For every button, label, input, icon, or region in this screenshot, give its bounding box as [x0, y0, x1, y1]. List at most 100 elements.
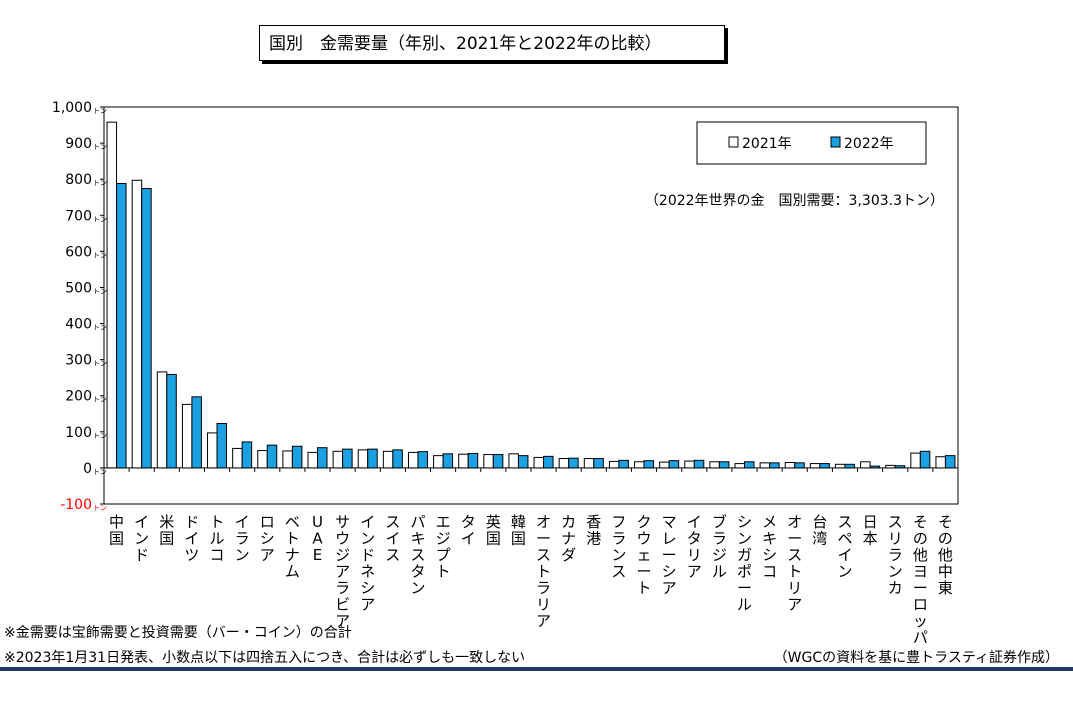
bar-2021 — [207, 432, 218, 469]
category-label: スペイン — [837, 513, 852, 581]
bar-2021 — [910, 452, 921, 469]
y-tick-unit: トン — [93, 396, 107, 404]
y-tick-label: 300 — [65, 353, 92, 369]
bar-2022 — [894, 465, 906, 469]
y-tick-unit: トン — [93, 107, 107, 115]
y-tick-unit: トン — [93, 432, 107, 440]
category-label: クウェート — [637, 513, 652, 597]
bar-2021 — [106, 121, 118, 469]
category-label: その他ヨーロッパ — [913, 513, 928, 647]
category-label: ベトナム — [285, 513, 300, 581]
bar-2022 — [568, 457, 579, 469]
bar-2021 — [709, 461, 720, 469]
bar-2022 — [392, 449, 403, 469]
bar-2022 — [668, 460, 680, 469]
plot-area — [103, 106, 959, 505]
bar-2021 — [407, 451, 419, 469]
bar-2021 — [935, 456, 946, 469]
category-label: マレーシア — [662, 513, 677, 597]
bar-2022 — [919, 450, 931, 469]
legend-swatch-2022 — [830, 136, 841, 148]
bar-2022 — [869, 465, 881, 469]
bar-2022 — [216, 423, 228, 469]
category-label: 米国 — [159, 513, 174, 548]
y-tick-unit: トン — [93, 179, 107, 187]
bar-2021 — [583, 458, 595, 469]
category-label: 英国 — [486, 513, 501, 548]
y-tick-label: 500 — [65, 280, 92, 296]
y-tick-unit: トン — [93, 360, 107, 368]
bar-2022 — [744, 461, 755, 469]
category-label: インドネシア — [360, 513, 375, 614]
bar-2021 — [232, 447, 243, 469]
y-tick-unit: トン — [93, 504, 107, 512]
bar-2022 — [141, 188, 152, 469]
footnote-demand-definition: ※金需要は宝飾需要と投資需要（バー・コイン）の合計 — [4, 625, 352, 641]
bar-2021 — [558, 458, 570, 469]
category-label: 香港 — [586, 513, 601, 548]
y-tick-label: 0 — [83, 461, 92, 477]
category-label: メキシコ — [762, 513, 777, 581]
y-tick-unit: トン — [93, 287, 107, 295]
bar-2021 — [282, 450, 293, 469]
bar-2022 — [367, 448, 378, 469]
bar-2022 — [844, 463, 855, 469]
category-label: オーストリア — [787, 513, 802, 614]
bar-2022 — [442, 453, 454, 469]
y-tick-label: 700 — [65, 208, 92, 224]
chart-title: 国別 金需要量（年別、2021年と2022年の比較） — [259, 25, 725, 61]
y-tick-label: -100 — [60, 497, 92, 513]
bar-2022 — [543, 455, 554, 469]
y-tick-unit: トン — [93, 215, 107, 223]
bar-2021 — [508, 453, 519, 469]
bar-2021 — [156, 371, 168, 469]
category-label: 韓国 — [511, 513, 526, 548]
bar-2022 — [116, 183, 127, 469]
bar-2022 — [618, 459, 629, 469]
category-label: 台湾 — [812, 513, 827, 548]
bar-2021 — [659, 461, 670, 469]
y-tick-unit: トン — [93, 143, 107, 151]
source-note: （WGCの資料を基に豊トラスティ証券作成） — [773, 650, 1059, 666]
y-tick-label: 1,000 — [52, 100, 92, 116]
plot-frame — [103, 106, 959, 505]
category-label: イラン — [235, 513, 250, 564]
bar-2021 — [608, 460, 620, 469]
y-tick-label: 400 — [65, 317, 92, 333]
bar-2021 — [257, 450, 268, 469]
category-label: トルコ — [210, 513, 225, 564]
y-tick-label: 900 — [65, 136, 92, 152]
bar-2021 — [885, 464, 896, 469]
bar-2021 — [458, 453, 469, 469]
category-label: インド — [134, 513, 149, 564]
y-tick-unit: トン — [93, 251, 107, 259]
category-label: シンガポール — [737, 513, 752, 614]
y-tick-label: 200 — [65, 389, 92, 405]
bar-2022 — [342, 448, 353, 469]
legend-swatch-2021 — [728, 136, 739, 148]
category-label: パキスタン — [410, 513, 425, 597]
bar-2022 — [266, 444, 278, 469]
bar-2022 — [191, 396, 202, 469]
bar-2022 — [819, 463, 830, 469]
bar-2021 — [809, 463, 821, 469]
category-label: 中国 — [109, 513, 124, 548]
bar-2021 — [181, 403, 193, 469]
bar-2021 — [483, 454, 494, 469]
bar-2021 — [784, 461, 796, 469]
bar-2022 — [643, 460, 655, 469]
y-tick-unit: トン — [93, 468, 107, 476]
category-label: フランス — [611, 513, 626, 581]
y-tick-label: 800 — [65, 172, 92, 188]
bar-2021 — [634, 461, 645, 469]
bar-2022 — [166, 373, 177, 469]
bar-2022 — [467, 452, 479, 469]
bar-2022 — [492, 454, 504, 469]
category-label: その他中東 — [938, 513, 953, 597]
bar-2022 — [944, 455, 956, 469]
bar-2021 — [307, 451, 318, 469]
category-label: エジプト — [436, 513, 451, 581]
y-tick-label: 600 — [65, 244, 92, 260]
bar-2021 — [433, 455, 444, 469]
